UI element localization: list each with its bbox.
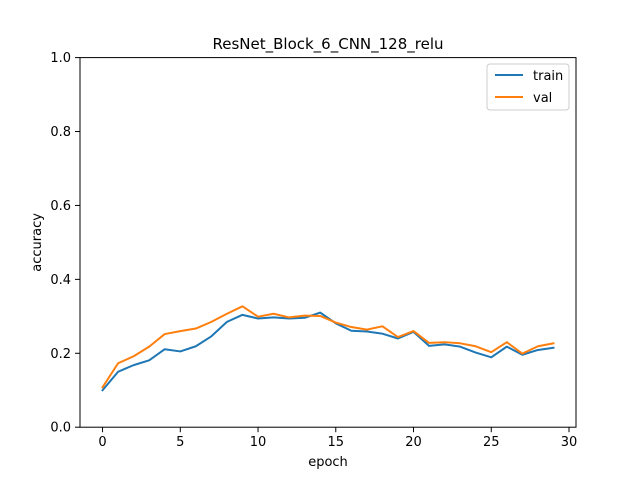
x-tick-label: 30	[561, 435, 578, 450]
x-tick-label: 15	[328, 435, 345, 450]
y-tick-label: 0.0	[50, 421, 71, 436]
x-tick-label: 25	[483, 435, 500, 450]
y-tick-label: 0.2	[50, 347, 71, 362]
y-tick-label: 0.6	[50, 199, 71, 214]
y-tick-label: 1.0	[50, 51, 71, 66]
x-tick-label: 0	[98, 435, 106, 450]
y-tick-label: 0.8	[50, 125, 71, 140]
x-tick-label: 10	[250, 435, 267, 450]
x-axis-ticks: 0 5 10 15 20 25 30	[98, 427, 577, 450]
axes-frame	[79, 57, 577, 428]
plot-area	[101, 305, 555, 392]
y-axis-ticks: 0.0 0.2 0.4 0.6 0.8 1.0	[50, 51, 80, 436]
series-line-train	[101, 311, 555, 392]
series-line-val	[101, 305, 555, 389]
x-tick-label: 5	[176, 435, 184, 450]
legend-train-label: train	[533, 69, 563, 84]
legend-val-label: val	[533, 91, 552, 106]
x-axis-label: epoch	[308, 455, 348, 470]
y-tick-label: 0.4	[50, 273, 71, 288]
legend: train val	[486, 63, 570, 111]
chart-title: ResNet_Block_6_CNN_128_relu	[212, 35, 443, 54]
x-tick-label: 20	[405, 435, 422, 450]
y-axis-label: accuracy	[30, 213, 45, 272]
